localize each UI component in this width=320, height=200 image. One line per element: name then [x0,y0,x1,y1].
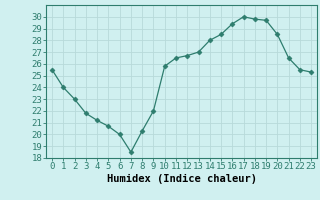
X-axis label: Humidex (Indice chaleur): Humidex (Indice chaleur) [107,174,257,184]
